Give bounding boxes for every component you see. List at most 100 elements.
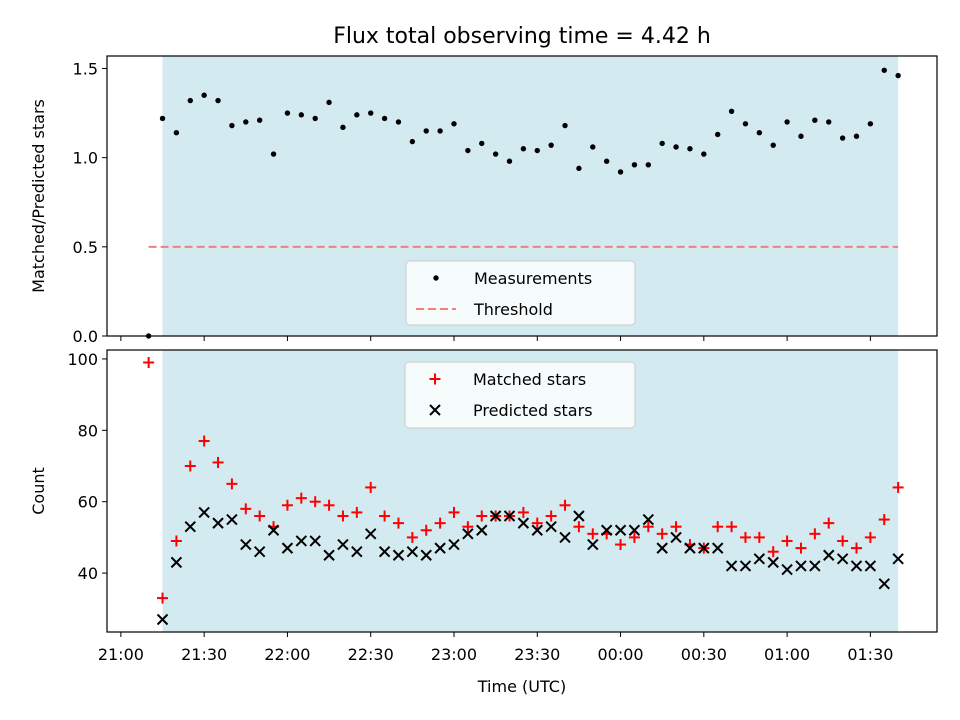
x-tick-label: 00:00 [597,645,643,664]
legend-label: Threshold [473,300,553,319]
matched-star-point [198,435,210,447]
measurement-point [381,115,388,122]
predicted-star-point [545,520,557,533]
matched-star-point [809,528,821,540]
predicted-star-point [434,542,446,554]
matched-star-point [351,506,363,518]
measurement-point [826,119,832,125]
matched-star-point [462,521,474,533]
y-tick-label: 40 [78,564,98,583]
y-tick-label: 80 [78,421,98,440]
measurement-point [728,108,735,114]
y-tick-label: 1.5 [73,59,98,78]
measurement-point [603,158,610,164]
matched-star-point [309,496,321,508]
predicted-star-point [420,549,432,561]
predicted-star-point [365,528,377,540]
matched-star-point [753,531,765,543]
predicted-star-point [670,531,682,544]
measurement-point [479,140,485,147]
predicted-star-point [392,549,405,561]
x-tick-label: 00:30 [681,645,727,664]
legend-label: Measurements [474,269,592,288]
matched-star-point [850,542,862,554]
matched-star-point [795,542,807,554]
predicted-star-point [587,538,599,551]
predicted-star-point [323,549,335,561]
measurement-point [715,131,721,138]
matched-star-point [323,499,335,511]
matched-star-point [392,517,404,529]
predicted-star-point [698,542,710,554]
predicted-star-point [309,535,321,547]
measurement-point [506,158,513,164]
matched-star-point [379,510,391,522]
predicted-star-point [684,542,696,554]
matched-star-point [781,535,793,547]
measurement-point [326,99,332,106]
predicted-star-point [489,510,502,522]
predicted-star-point [240,538,252,551]
x-tick-label: 22:30 [348,645,394,664]
predicted-star-point [448,538,460,551]
measurement-point [492,151,499,157]
measurement-point [895,72,901,79]
measurement-point [395,119,402,125]
legend-box [404,361,636,429]
predicted-star-point [378,545,391,558]
x-tick-label: 21:00 [98,645,144,664]
x-axis-label: Time (UTC) [477,677,566,696]
matched-star-point [864,531,876,543]
matched-star-point [295,492,307,504]
measurement-point [576,165,582,172]
predicted-star-point [531,524,543,536]
measurement-point [437,128,443,134]
measurement-point [465,147,471,154]
matched-star-point [739,531,751,543]
x-tick-label: 22:00 [264,645,310,664]
measurement-point [256,117,263,123]
x-tick-label: 23:30 [514,645,560,664]
measurement-point [798,133,804,139]
measurement-point [673,144,679,150]
matched-star-point [642,521,654,533]
predicted-star-point [878,578,890,590]
predicted-star-point [476,524,488,536]
count-panel: 40 60 80 100 21:00 21:30 22:00 22:30 23:00 23:30 0… [29,349,938,664]
measurement-point [243,119,249,125]
measurement-point [590,144,596,150]
predicted-star-point [573,510,585,522]
measurement-point [520,146,527,152]
x-tick-label: 21:30 [181,645,227,664]
matched-star-point [726,521,738,533]
predicted-star-point [739,560,752,572]
measurement-point [534,147,540,154]
measurement-point [215,97,221,104]
predicted-star-point [781,563,793,576]
chart-title: Flux total observing time = 4.42 h [333,24,711,49]
matched-star-point [365,481,377,493]
predicted-star-point [156,613,169,626]
matched-star-point [545,510,557,522]
measurement-point [354,112,360,118]
matched-star-point [406,531,418,543]
matched-star-point [281,499,293,511]
x-tick-label: 01:00 [764,645,810,664]
predicted-star-point [823,549,835,561]
predicted-star-point [767,556,779,569]
predicted-star-point [462,528,474,540]
matched-star-point [712,521,724,533]
measurement-point [631,162,638,168]
predicted-star-point [295,535,308,547]
predicted-star-point [628,524,641,536]
legend-measurement-marker [433,275,439,281]
axes-frame [106,349,938,633]
measurement-point [853,133,860,139]
legend-box [405,260,636,326]
predicted-star-point [753,553,766,565]
predicted-star-point [559,531,571,544]
predicted-star-point [337,538,349,551]
measurement-point [423,128,429,134]
measurement-point [548,142,554,148]
matched-star-point [656,528,668,540]
